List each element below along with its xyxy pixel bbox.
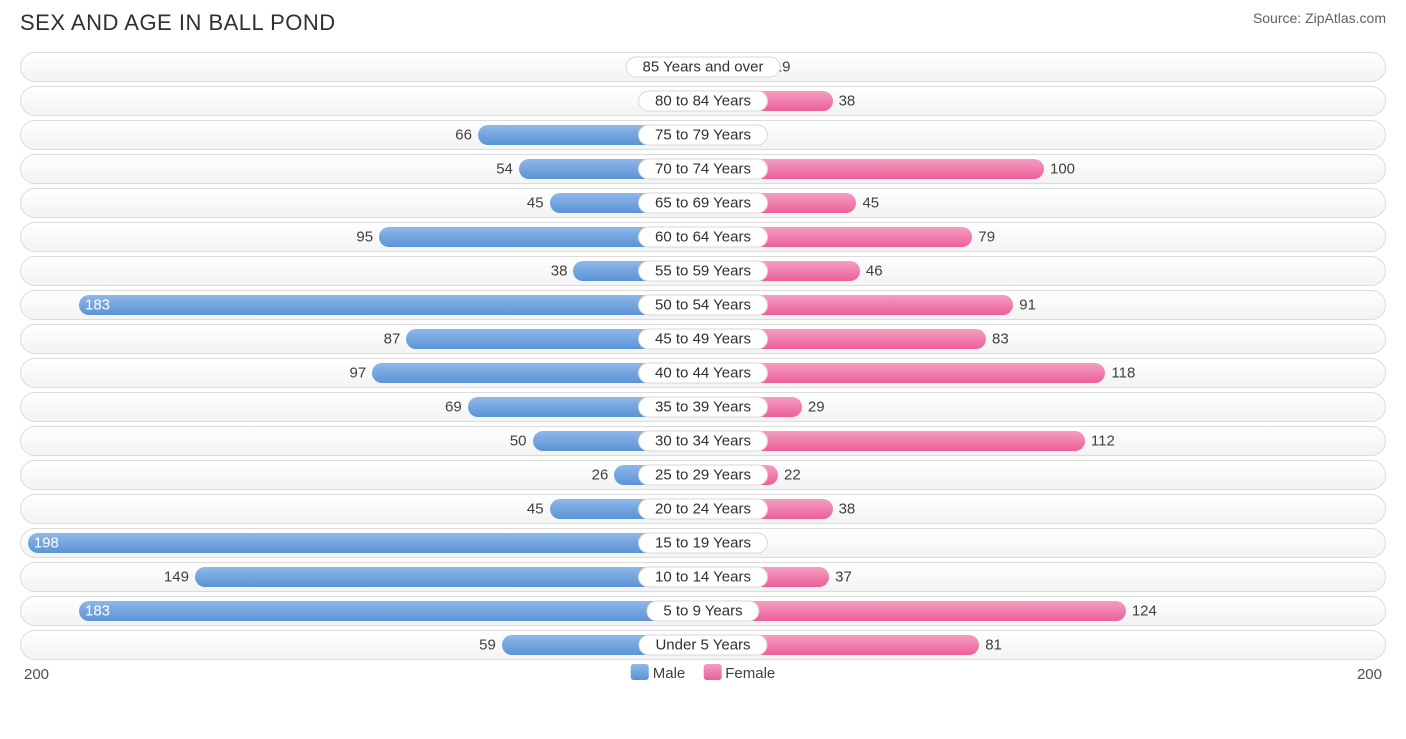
- age-category-label: 60 to 64 Years: [638, 227, 768, 248]
- header: SEX AND AGE IN BALL POND Source: ZipAtla…: [20, 10, 1386, 36]
- age-category-label: 20 to 24 Years: [638, 499, 768, 520]
- chart-row: 59 81 Under 5 Years: [20, 630, 1386, 660]
- chart-row: 66475 to 79 Years: [20, 120, 1386, 150]
- male-value: 66: [455, 127, 472, 144]
- male-bar: 183: [79, 295, 703, 315]
- chart-row: 97 118 40 to 44 Years: [20, 358, 1386, 388]
- male-value: 45: [527, 195, 544, 212]
- male-value: 69: [445, 399, 462, 416]
- legend-female: Female: [703, 664, 775, 682]
- female-value: 38: [839, 93, 856, 110]
- chart-row: 45 45 65 to 69 Years: [20, 188, 1386, 218]
- chart-row: 50 112 30 to 34 Years: [20, 426, 1386, 456]
- female-value: 100: [1050, 161, 1075, 178]
- male-value: 97: [350, 365, 367, 382]
- female-swatch: [703, 664, 721, 680]
- population-pyramid-chart: 81985 Years and over93880 to 84 Years664…: [20, 52, 1386, 660]
- male-value: 95: [356, 229, 373, 246]
- age-category-label: 40 to 44 Years: [638, 363, 768, 384]
- female-value: 29: [808, 399, 825, 416]
- male-value: 87: [384, 331, 401, 348]
- chart-row: 38 46 55 to 59 Years: [20, 256, 1386, 286]
- chart-row: 183 91 50 to 54 Years: [20, 290, 1386, 320]
- female-value: 38: [839, 501, 856, 518]
- legend-female-label: Female: [725, 665, 775, 682]
- male-value: 183: [85, 297, 110, 314]
- male-value: 38: [551, 263, 568, 280]
- male-value: 26: [592, 467, 609, 484]
- chart-row: 26 22 25 to 29 Years: [20, 460, 1386, 490]
- male-value: 59: [479, 637, 496, 654]
- age-category-label: 10 to 14 Years: [638, 567, 768, 588]
- male-bar: 198: [28, 533, 703, 553]
- age-category-label: Under 5 Years: [638, 635, 767, 656]
- age-category-label: 80 to 84 Years: [638, 91, 768, 112]
- female-value: 45: [862, 195, 879, 212]
- age-category-label: 55 to 59 Years: [638, 261, 768, 282]
- chart-row: 93880 to 84 Years: [20, 86, 1386, 116]
- age-category-label: 65 to 69 Years: [638, 193, 768, 214]
- male-value: 54: [496, 161, 513, 178]
- age-category-label: 5 to 9 Years: [646, 601, 759, 622]
- female-value: 46: [866, 263, 883, 280]
- age-category-label: 15 to 19 Years: [638, 533, 768, 554]
- chart-row: 81985 Years and over: [20, 52, 1386, 82]
- axis-max-right: 200: [1357, 666, 1382, 683]
- age-category-label: 85 Years and over: [626, 57, 781, 78]
- age-category-label: 45 to 49 Years: [638, 329, 768, 350]
- chart-row: 95 79 60 to 64 Years: [20, 222, 1386, 252]
- chart-row: 1831245 to 9 Years: [20, 596, 1386, 626]
- chart-row: 198415 to 19 Years: [20, 528, 1386, 558]
- female-value: 112: [1091, 433, 1115, 450]
- age-category-label: 75 to 79 Years: [638, 125, 768, 146]
- chart-row: 45 38 20 to 24 Years: [20, 494, 1386, 524]
- female-bar: 124: [703, 601, 1126, 621]
- age-category-label: 30 to 34 Years: [638, 431, 768, 452]
- chart-row: 149 37 10 to 14 Years: [20, 562, 1386, 592]
- female-value: 83: [992, 331, 1009, 348]
- male-bar: 149: [195, 567, 703, 587]
- male-value: 198: [34, 535, 59, 552]
- axis-max-left: 200: [24, 666, 49, 683]
- chart-row: 54 100 70 to 74 Years: [20, 154, 1386, 184]
- age-category-label: 50 to 54 Years: [638, 295, 768, 316]
- chart-footer: 200 Male Female 200: [20, 664, 1386, 688]
- male-bar: 183: [79, 601, 703, 621]
- male-value: 50: [510, 433, 527, 450]
- chart-row: 69 29 35 to 39 Years: [20, 392, 1386, 422]
- chart-title: SEX AND AGE IN BALL POND: [20, 10, 336, 36]
- female-value: 79: [978, 229, 995, 246]
- legend: Male Female: [631, 664, 776, 682]
- female-value: 37: [835, 569, 852, 586]
- female-value: 81: [985, 637, 1002, 654]
- age-category-label: 70 to 74 Years: [638, 159, 768, 180]
- female-value: 118: [1111, 365, 1135, 382]
- male-value: 149: [164, 569, 189, 586]
- male-value: 45: [527, 501, 544, 518]
- female-value: 91: [1019, 297, 1036, 314]
- female-value: 22: [784, 467, 801, 484]
- chart-row: 87 83 45 to 49 Years: [20, 324, 1386, 354]
- age-category-label: 25 to 29 Years: [638, 465, 768, 486]
- legend-male: Male: [631, 664, 686, 682]
- legend-male-label: Male: [653, 665, 686, 682]
- male-value: 183: [85, 603, 110, 620]
- female-value: 124: [1132, 603, 1157, 620]
- source-attribution: Source: ZipAtlas.com: [1253, 10, 1386, 26]
- male-swatch: [631, 664, 649, 680]
- age-category-label: 35 to 39 Years: [638, 397, 768, 418]
